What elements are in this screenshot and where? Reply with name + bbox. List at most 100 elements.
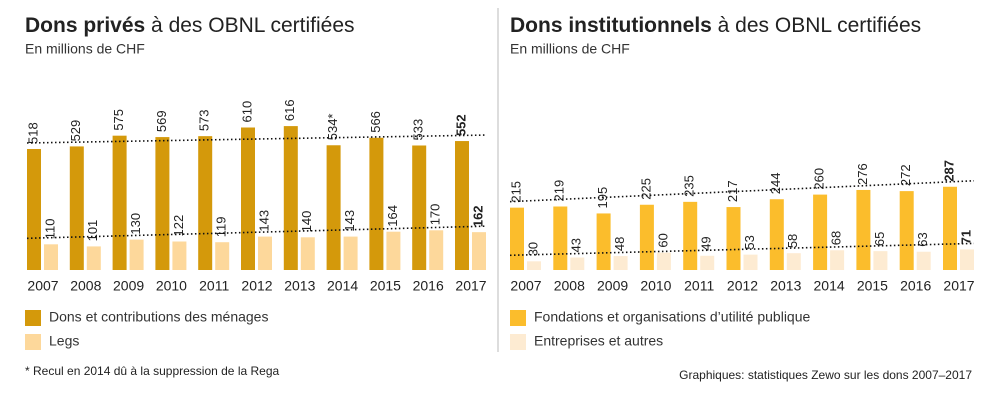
x-tick-label: 2017 xyxy=(943,278,974,294)
bar xyxy=(943,186,957,270)
value-label: 566 xyxy=(368,111,383,133)
trend-line xyxy=(26,134,487,144)
bar xyxy=(656,252,671,270)
value-label: 287 xyxy=(941,160,956,182)
bar xyxy=(86,246,101,270)
x-tick-label: 2014 xyxy=(327,278,358,294)
chart-title-rest: à des OBNL certifiées xyxy=(145,14,354,37)
bar xyxy=(899,191,914,270)
bar xyxy=(283,126,298,270)
value-label: 110 xyxy=(42,219,57,240)
value-label: 143 xyxy=(342,210,357,232)
bar xyxy=(510,207,524,270)
bar xyxy=(172,241,187,270)
bar xyxy=(343,236,358,270)
bar xyxy=(455,141,469,270)
footnote: * Recul en 2014 dû à la suppression de l… xyxy=(25,364,280,378)
x-tick-label: 2013 xyxy=(770,278,801,294)
source: Graphiques: statistiques Zewo sur les do… xyxy=(679,368,972,382)
chart-subtitle: En millions de CHF xyxy=(25,41,145,57)
x-tick-label: 2007 xyxy=(27,278,58,294)
value-label: 573 xyxy=(197,109,212,131)
value-label: 122 xyxy=(171,215,186,237)
bar xyxy=(596,213,611,270)
value-label: 143 xyxy=(256,210,271,232)
chart-title: Dons privés à des OBNL certifiées xyxy=(25,14,355,37)
bar xyxy=(27,148,41,270)
value-label: 235 xyxy=(682,175,697,197)
value-label: 170 xyxy=(428,204,443,226)
value-label: 219 xyxy=(552,180,567,202)
bar xyxy=(683,201,698,270)
trend-line xyxy=(509,242,975,257)
bar xyxy=(386,231,401,270)
value-label: 65 xyxy=(872,232,887,246)
bar xyxy=(916,251,931,270)
value-label: 529 xyxy=(68,120,83,142)
x-tick-label: 2017 xyxy=(455,278,486,294)
value-label: 119 xyxy=(214,216,229,237)
x-tick-label: 2010 xyxy=(156,278,187,294)
value-label: 162 xyxy=(470,205,485,227)
value-label: 217 xyxy=(725,180,740,202)
bar xyxy=(613,256,628,270)
value-label: 58 xyxy=(785,234,800,248)
value-label: 225 xyxy=(638,178,653,200)
bar xyxy=(527,261,541,270)
value-label: 60 xyxy=(655,233,670,247)
x-tick-label: 2007 xyxy=(510,278,541,294)
bar xyxy=(873,251,888,270)
x-tick-label: 2016 xyxy=(413,278,444,294)
value-label: 48 xyxy=(612,237,627,251)
bar xyxy=(813,194,828,270)
value-label: 101 xyxy=(85,220,100,242)
bar xyxy=(639,204,654,270)
value-label: 610 xyxy=(239,101,254,123)
bar xyxy=(743,254,758,270)
value-label: 140 xyxy=(299,211,314,233)
value-label: 616 xyxy=(282,99,297,121)
value-label: 68 xyxy=(829,231,844,245)
value-label: 164 xyxy=(385,205,400,227)
bar xyxy=(960,249,974,270)
chart-title-bold: Dons privés xyxy=(25,14,145,37)
bar xyxy=(300,237,315,270)
bar xyxy=(258,236,272,270)
chart-title-bold: Dons institutionnels xyxy=(510,14,712,37)
legend-swatch xyxy=(510,310,526,326)
legend-label: Fondations et organisations d’utilité pu… xyxy=(534,309,811,325)
bar xyxy=(412,145,427,270)
value-label: 49 xyxy=(699,236,714,250)
x-tick-label: 2012 xyxy=(241,278,272,294)
bar xyxy=(326,145,341,270)
bar xyxy=(112,135,127,270)
bar xyxy=(570,257,585,270)
value-label: 30 xyxy=(525,242,540,256)
bar xyxy=(700,255,715,270)
bar xyxy=(198,136,213,270)
value-label: 276 xyxy=(855,163,870,185)
trend-line xyxy=(509,179,975,203)
x-tick-label: 2010 xyxy=(640,278,671,294)
bar xyxy=(129,239,144,270)
x-tick-label: 2014 xyxy=(814,278,845,294)
chart-subtitle: En millions de CHF xyxy=(510,41,630,57)
value-label: 518 xyxy=(25,122,40,144)
x-tick-label: 2012 xyxy=(727,278,758,294)
trend-line xyxy=(26,225,487,240)
value-label: 130 xyxy=(128,213,143,235)
value-label: 43 xyxy=(569,238,584,252)
x-tick-label: 2016 xyxy=(900,278,931,294)
x-tick-label: 2008 xyxy=(70,278,101,294)
value-label: 244 xyxy=(768,173,783,195)
legend-label: Dons et contributions des ménages xyxy=(49,309,268,325)
value-label: 533 xyxy=(411,119,426,141)
bar xyxy=(215,242,230,270)
bar xyxy=(726,207,741,270)
value-label: 63 xyxy=(915,232,930,246)
bar xyxy=(553,206,568,270)
bar xyxy=(369,137,384,270)
value-label: 71 xyxy=(958,230,973,244)
value-label: 569 xyxy=(154,110,169,132)
